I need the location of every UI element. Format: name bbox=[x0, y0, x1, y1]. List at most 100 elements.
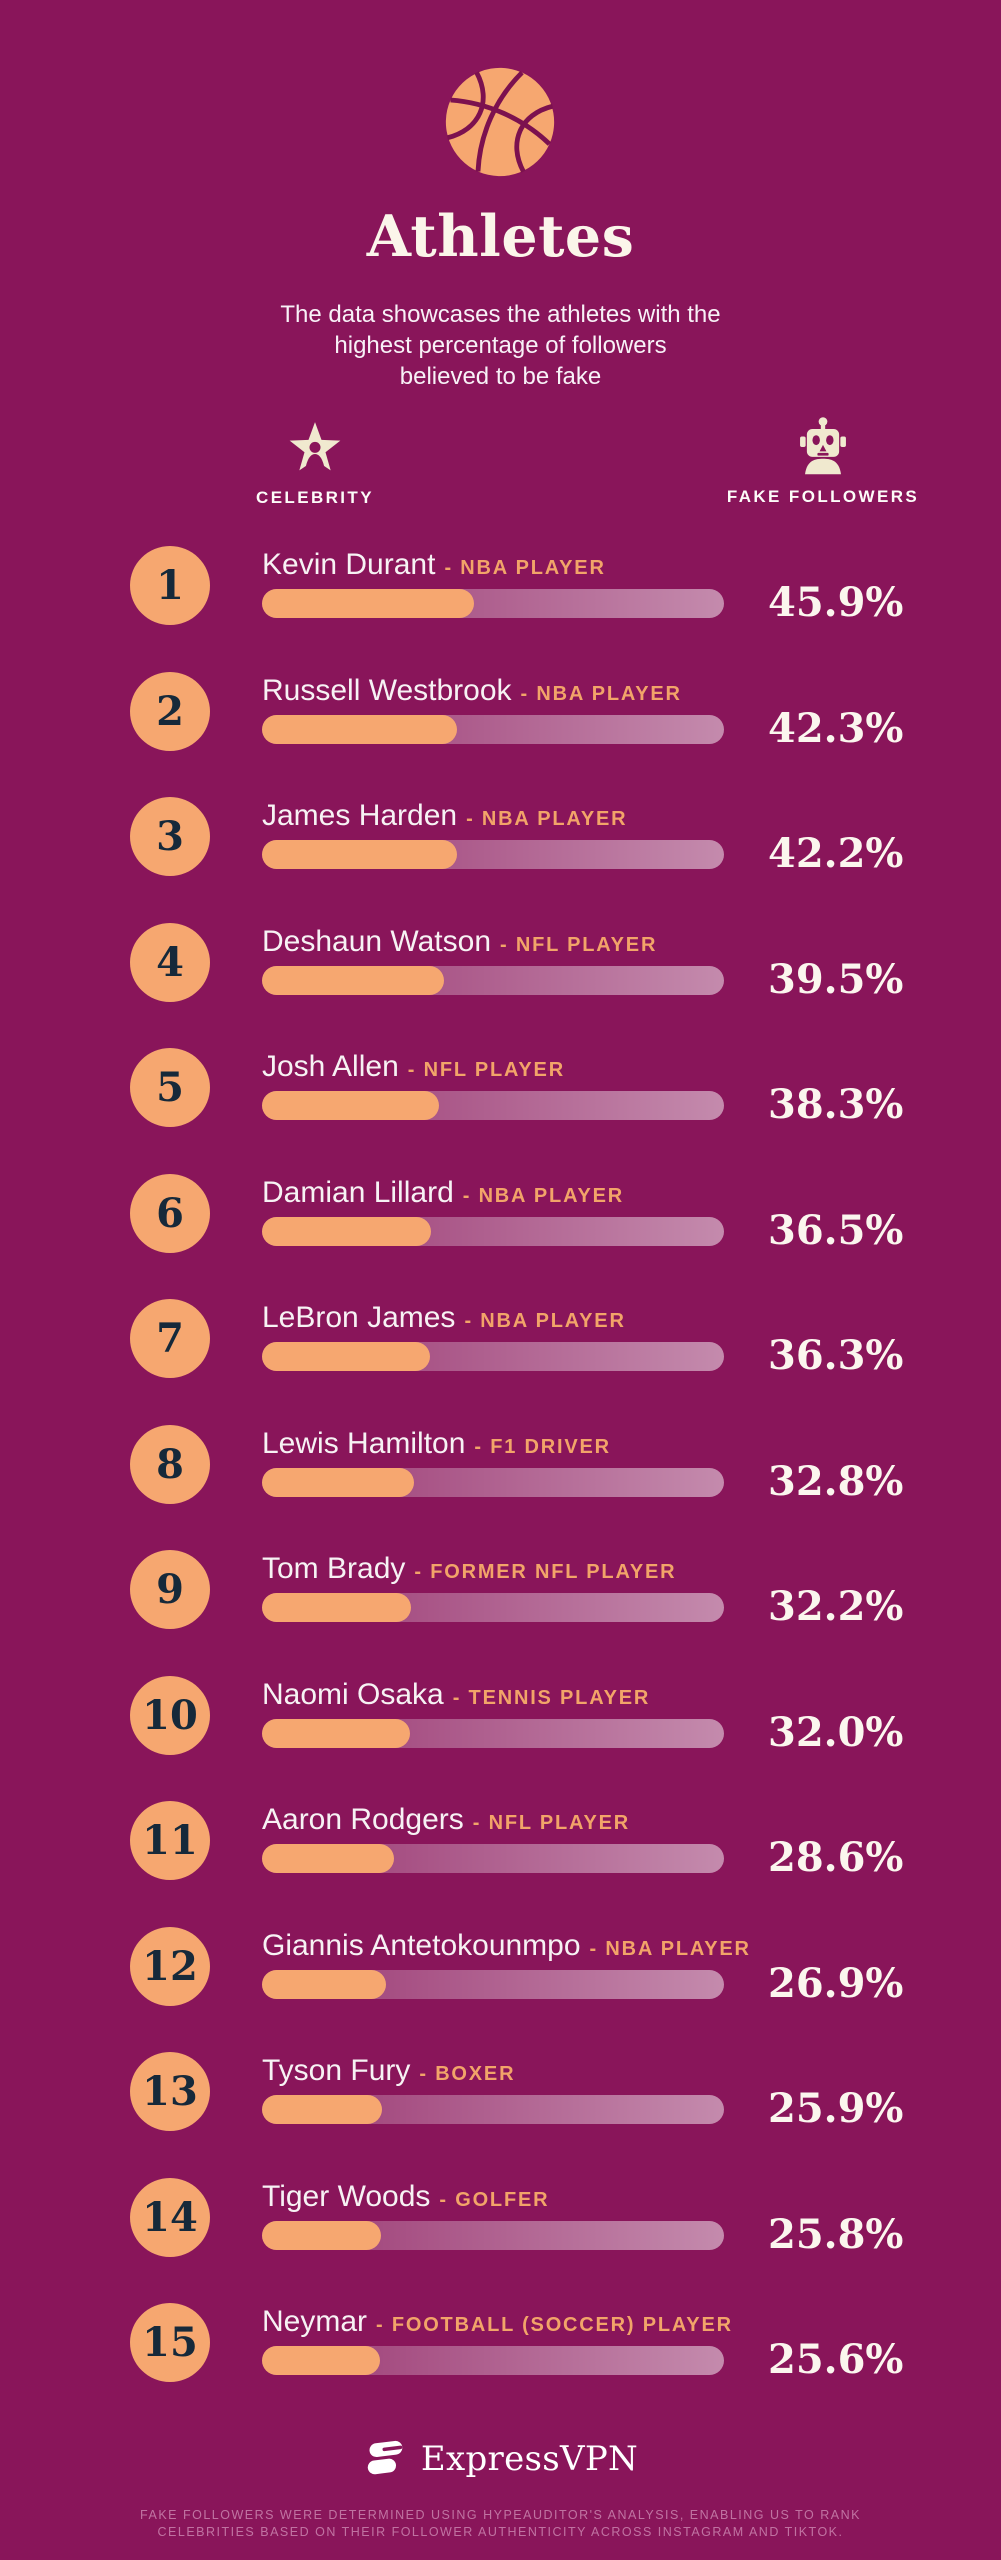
fake-percentage: 26.9% bbox=[768, 1960, 904, 2007]
star-celebrity-icon bbox=[289, 422, 341, 471]
athlete-row: 6 Damian Lillard - NBA PLAYER 36.5% bbox=[0, 1150, 1001, 1276]
athlete-row: 3 James Harden - NBA PLAYER 42.2% bbox=[0, 773, 1001, 899]
bar-fill bbox=[262, 840, 457, 869]
rank-badge: 12 bbox=[130, 1927, 210, 2006]
bar-track bbox=[262, 2346, 724, 2375]
athlete-name: Lewis Hamilton bbox=[262, 1427, 466, 1460]
rank-badge: 9 bbox=[130, 1550, 210, 1629]
bar-fill bbox=[262, 1342, 430, 1371]
athlete-name: Russell Westbrook bbox=[262, 674, 512, 707]
fake-percentage: 42.2% bbox=[768, 830, 904, 877]
athlete-role: - GOLFER bbox=[439, 2189, 550, 2211]
bar-track bbox=[262, 1342, 724, 1371]
athlete-name-line: Damian Lillard - NBA PLAYER bbox=[262, 1176, 624, 1210]
athlete-name-line: Neymar - FOOTBALL (SOCCER) PLAYER bbox=[262, 2305, 733, 2339]
rank-badge: 15 bbox=[130, 2303, 210, 2382]
fake-percentage: 38.3% bbox=[768, 1081, 904, 1128]
bar-track bbox=[262, 2095, 724, 2124]
fake-percentage: 32.0% bbox=[768, 1709, 904, 1756]
athlete-role: - NBA PLAYER bbox=[444, 557, 606, 579]
athlete-name: Josh Allen bbox=[262, 1050, 399, 1083]
athlete-role: - NBA PLAYER bbox=[589, 1938, 751, 1960]
fake-percentage: 32.2% bbox=[768, 1583, 904, 1630]
footer-brand: ExpressVPN bbox=[0, 2438, 1001, 2480]
bar-fill bbox=[262, 1217, 431, 1246]
subtitle-line-1: The data showcases the athletes with the bbox=[280, 301, 721, 328]
athlete-name: Giannis Antetokounmpo bbox=[262, 1929, 581, 1962]
column-header-celebrity: CELEBRITY bbox=[195, 421, 435, 508]
brand-name: ExpressVPN bbox=[420, 2439, 639, 2479]
athlete-name-line: Deshaun Watson - NFL PLAYER bbox=[262, 925, 657, 959]
rank-badge: 5 bbox=[130, 1048, 210, 1127]
athlete-name: Deshaun Watson bbox=[262, 925, 492, 958]
athlete-role: - TENNIS PLAYER bbox=[452, 1687, 651, 1709]
disclaimer-line-1: FAKE FOLLOWERS WERE DETERMINED USING HYP… bbox=[140, 2508, 861, 2522]
disclaimer: FAKE FOLLOWERS WERE DETERMINED USING HYP… bbox=[70, 2507, 931, 2540]
bar-fill bbox=[262, 1593, 411, 1622]
athlete-name-line: Tiger Woods - GOLFER bbox=[262, 2180, 549, 2214]
rank-badge: 8 bbox=[130, 1425, 210, 1504]
fake-percentage: 28.6% bbox=[768, 1834, 904, 1881]
athlete-row: 4 Deshaun Watson - NFL PLAYER 39.5% bbox=[0, 899, 1001, 1025]
athlete-row: 8 Lewis Hamilton - F1 DRIVER 32.8% bbox=[0, 1401, 1001, 1527]
robot-icon bbox=[800, 417, 846, 475]
expressvpn-logo-mark bbox=[367, 2440, 403, 2475]
bar-track bbox=[262, 1593, 724, 1622]
rank-badge: 1 bbox=[130, 546, 210, 625]
rank-badge: 4 bbox=[130, 923, 210, 1002]
athlete-name: Kevin Durant bbox=[262, 548, 436, 581]
athlete-role: - NBA PLAYER bbox=[466, 808, 628, 830]
bar-fill bbox=[262, 1844, 394, 1873]
fake-percentage: 36.5% bbox=[768, 1207, 904, 1254]
athlete-name-line: Kevin Durant - NBA PLAYER bbox=[262, 548, 606, 582]
athlete-row: 9 Tom Brady - FORMER NFL PLAYER 32.2% bbox=[0, 1526, 1001, 1652]
athlete-role: - BOXER bbox=[419, 2063, 516, 2085]
bar-track bbox=[262, 1844, 724, 1873]
athlete-role: - NBA PLAYER bbox=[464, 1310, 626, 1332]
bar-fill bbox=[262, 715, 457, 744]
athlete-name: Naomi Osaka bbox=[262, 1678, 444, 1711]
rank-badge: 2 bbox=[130, 672, 210, 751]
basketball-icon bbox=[445, 67, 555, 177]
athlete-name: Aaron Rodgers bbox=[262, 1803, 464, 1836]
fake-percentage: 25.8% bbox=[768, 2211, 904, 2258]
athlete-role: - NFL PLAYER bbox=[472, 1812, 630, 1834]
column-header-fake-followers: FAKE FOLLOWERS bbox=[703, 416, 943, 507]
rank-badge: 10 bbox=[130, 1676, 210, 1755]
fake-percentage: 39.5% bbox=[768, 956, 904, 1003]
athlete-name-line: Tom Brady - FORMER NFL PLAYER bbox=[262, 1552, 676, 1586]
athlete-row: 11 Aaron Rodgers - NFL PLAYER 28.6% bbox=[0, 1777, 1001, 1903]
athlete-row: 14 Tiger Woods - GOLFER 25.8% bbox=[0, 2154, 1001, 2280]
athlete-name-line: Giannis Antetokounmpo - NBA PLAYER bbox=[262, 1929, 751, 1963]
bar-fill bbox=[262, 2221, 381, 2250]
subtitle-line-3: believed to be fake bbox=[399, 363, 602, 390]
fake-percentage: 36.3% bbox=[768, 1332, 904, 1379]
athlete-name-line: James Harden - NBA PLAYER bbox=[262, 799, 627, 833]
rank-badge: 13 bbox=[130, 2052, 210, 2131]
page-title: Athletes bbox=[366, 203, 635, 270]
athlete-role: - NBA PLAYER bbox=[462, 1185, 624, 1207]
athlete-name-line: Russell Westbrook - NBA PLAYER bbox=[262, 674, 682, 708]
athlete-name-line: Tyson Fury - BOXER bbox=[262, 2054, 515, 2088]
column-label-celebrity: CELEBRITY bbox=[256, 488, 374, 507]
athlete-name: James Harden bbox=[262, 799, 458, 832]
bar-fill bbox=[262, 2346, 380, 2375]
bar-fill bbox=[262, 1468, 414, 1497]
fake-percentage: 25.9% bbox=[768, 2085, 904, 2132]
athlete-name: Neymar bbox=[262, 2305, 368, 2338]
bar-track bbox=[262, 1091, 724, 1120]
athlete-row: 1 Kevin Durant - NBA PLAYER 45.9% bbox=[0, 522, 1001, 648]
bar-fill bbox=[262, 1970, 386, 1999]
bar-fill bbox=[262, 2095, 382, 2124]
athlete-row: 7 LeBron James - NBA PLAYER 36.3% bbox=[0, 1275, 1001, 1401]
rank-badge: 7 bbox=[130, 1299, 210, 1378]
bar-track bbox=[262, 715, 724, 744]
bar-fill bbox=[262, 966, 444, 995]
athlete-name: Tiger Woods bbox=[262, 2180, 431, 2213]
page-subtitle: The data showcases the athletes with the… bbox=[0, 299, 1001, 392]
fake-percentage: 42.3% bbox=[768, 705, 904, 752]
bar-track bbox=[262, 1217, 724, 1246]
column-label-fake-followers: FAKE FOLLOWERS bbox=[726, 487, 920, 506]
bar-fill bbox=[262, 589, 474, 618]
